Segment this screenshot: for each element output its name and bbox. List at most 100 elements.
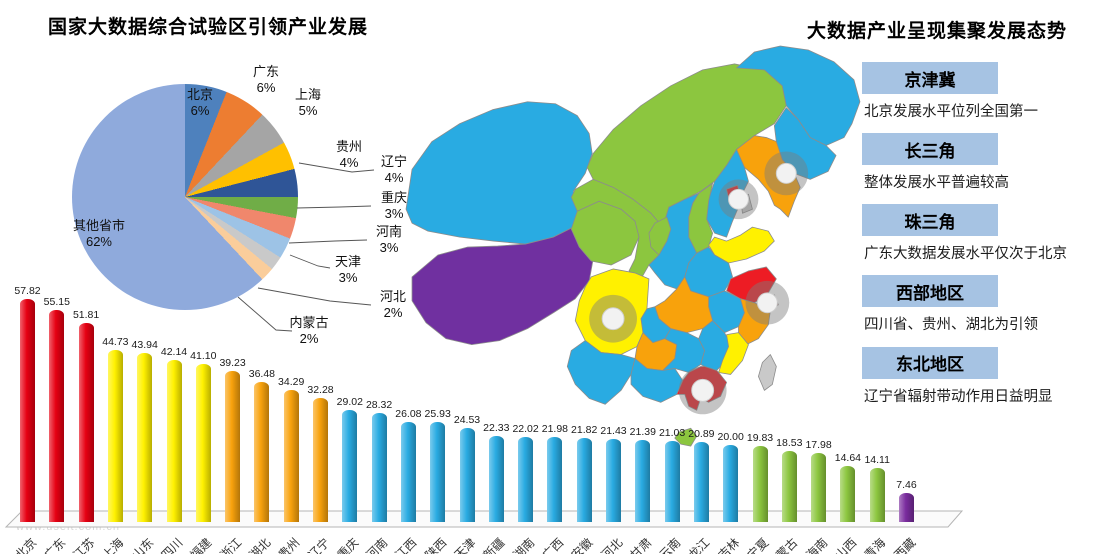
bar-新疆	[488, 436, 504, 522]
bar-浙江	[225, 370, 241, 522]
region-desc: 整体发展水平普遍较高	[864, 175, 1009, 192]
map-region-yunnan	[566, 340, 636, 405]
map-region-fujian	[718, 332, 749, 375]
marker-pearl-delta-cluster	[678, 366, 727, 415]
map-region-qinghai	[570, 200, 640, 266]
marker-beijing-tianjin-cluster	[718, 179, 759, 220]
bar-value-label: 21.43	[600, 425, 627, 438]
bar-value-label: 34.29	[278, 375, 305, 388]
bar-山东	[137, 352, 153, 522]
bar-value-label: 20.00	[717, 431, 744, 443]
bar-value-label: 44.73	[102, 335, 129, 348]
bar-广东	[49, 309, 65, 522]
pie-slice-label: 内蒙古 2%	[289, 314, 329, 346]
bar-value-label: 32.28	[307, 383, 334, 396]
region-badge-changsanjiao: 长三角	[862, 133, 998, 166]
region-desc: 北京发展水平位列全国第一	[864, 104, 1038, 120]
bar-value-label: 17.98	[805, 438, 832, 451]
map-region-hunan	[662, 328, 706, 373]
bar-value-label: 21.03	[658, 427, 686, 440]
bar-value-label: 39.23	[219, 356, 246, 369]
bar-江苏	[78, 322, 94, 522]
bar-value-label: 7.46	[896, 479, 917, 492]
chart-floor	[4, 510, 964, 528]
bar-宁夏	[752, 445, 768, 522]
bar-value-label: 41.10	[190, 349, 217, 362]
bar-山西	[840, 465, 856, 522]
bar-chart: 57.82 北京 55.15 广东 51.81 江苏 44.73 上海 43.94 山东 42.14…	[0, 280, 1000, 554]
map-region-liaoning	[736, 135, 801, 218]
marker-yangtze-delta-cluster	[745, 280, 790, 325]
region-badge-label: 京津冀	[904, 70, 956, 90]
bar-value-label: 19.83	[746, 431, 774, 444]
leader-line-chongqing	[296, 205, 372, 209]
map-region-jilin	[773, 107, 837, 180]
bar-value-label: 29.02	[336, 396, 363, 409]
bar-value-label: 26.08	[395, 407, 422, 420]
map-region-heilongjiang	[736, 45, 861, 146]
bar-重庆	[342, 410, 358, 522]
pie-slice-label: 河南 3%	[375, 223, 403, 255]
pie-slice-label: 上海 5%	[294, 86, 322, 118]
region-desc: 辽宁省辐射带动作用日益明显	[864, 388, 1053, 405]
pie-slice-label: 重庆 3%	[380, 189, 408, 221]
map-region-xinjiang	[405, 101, 593, 245]
bar-江西	[400, 421, 416, 522]
bar-陕西	[430, 422, 446, 522]
marker-chengdu-cluster	[589, 294, 637, 343]
panel-section: 西部地区 四川省、贵州、湖北为引领	[862, 275, 1114, 334]
left-title: 国家大数据综合试验区引领产业发展	[47, 17, 368, 38]
bar-贵州	[283, 389, 299, 522]
region-badge-zhusanjiao: 珠三角	[862, 204, 998, 237]
bar-天津	[459, 427, 475, 522]
bar-北京	[20, 299, 35, 522]
pie-slice-label: 贵州 4%	[335, 138, 363, 170]
china-map	[405, 45, 861, 447]
bar-value-label: 20.89	[688, 427, 715, 440]
pie-slice-label: 河北 2%	[379, 288, 407, 320]
bar-value-label: 22.33	[483, 422, 510, 435]
map-region-ningxia	[648, 216, 672, 256]
bar-安徽	[576, 437, 592, 522]
map-region-hainan	[674, 427, 698, 447]
bar-value-label: 14.11	[864, 453, 890, 466]
pie-slice-label: 辽宁 4%	[380, 153, 408, 185]
bar-value-label: 21.39	[629, 425, 656, 438]
pie-slice-label: 其他省市 62%	[72, 217, 126, 249]
region-badge-xibu: 西部地区	[862, 275, 998, 308]
bar-海南	[811, 452, 827, 522]
bar-value-label: 36.48	[248, 367, 276, 380]
marker-liaoning-cluster	[764, 151, 809, 196]
region-badge-dongbei: 东北地区	[862, 346, 998, 379]
bar-青海	[869, 467, 885, 522]
bar-西藏	[899, 493, 914, 522]
panel-section: 珠三角 广东大数据发展水平仅次于北京	[862, 204, 1114, 263]
pie-graphic	[72, 84, 298, 310]
bar-甘肃	[635, 439, 651, 522]
bar-value-label: 24.53	[453, 413, 481, 426]
bar-value-label: 21.82	[571, 423, 598, 436]
bar-河北	[606, 439, 621, 522]
region-badge-jingjinji: 京津冀	[862, 62, 998, 94]
pie-chart: 北京 6% 广东 6% 上海 5% 贵州 4% 辽宁 4% 重庆 3% 河南 3% 天津 3% 河北 2% 内蒙古 2…	[0, 0, 440, 360]
bar-value-label: 51.81	[72, 308, 100, 321]
leader-line-henan	[288, 239, 368, 244]
bar-辽宁	[313, 397, 328, 522]
bar-value-label: 18.53	[776, 436, 803, 449]
bar-湖北	[254, 381, 270, 522]
bar-河南	[371, 412, 387, 522]
bar-黑龙江	[693, 441, 709, 522]
bar-福建	[195, 363, 211, 522]
region-badge-label: 东北地区	[896, 355, 964, 374]
region-badge-label: 珠三角	[904, 212, 956, 232]
bar-广西	[547, 437, 563, 522]
panel-section: 长三角 整体发展水平普遍较高	[862, 133, 1114, 192]
bar-上海	[107, 349, 123, 522]
panel-section: 东北地区 辽宁省辐射带动作用日益明显	[862, 346, 1114, 406]
pie-slice-label: 天津 3%	[334, 253, 362, 285]
region-badge-label: 西部地区	[896, 283, 964, 303]
bar-value-label: 55.15	[43, 295, 70, 308]
pie-slice-label: 北京 6%	[186, 86, 214, 118]
bar-value-label: 43.94	[131, 338, 158, 351]
